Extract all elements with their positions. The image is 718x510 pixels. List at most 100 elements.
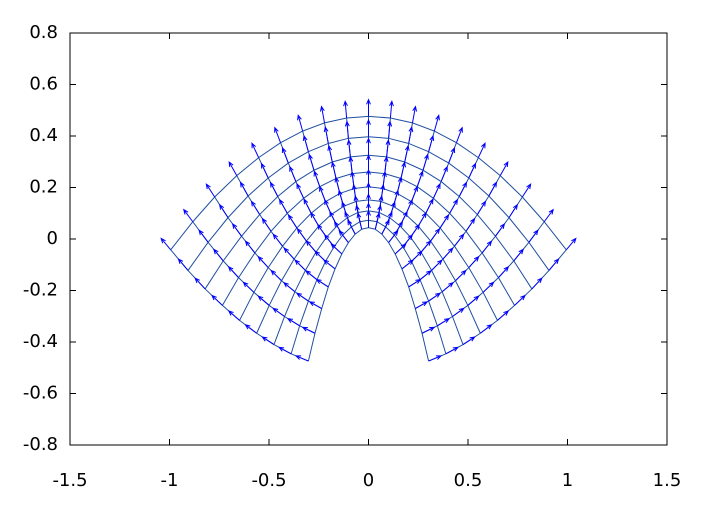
mesh-spoke (258, 157, 336, 270)
arrow (476, 200, 487, 215)
x-tick-label: 1.5 (653, 470, 682, 491)
arrow (432, 182, 441, 199)
arrow (508, 203, 518, 218)
arrow (260, 162, 269, 179)
arrow (428, 134, 435, 152)
arrow (408, 125, 414, 144)
arrow (366, 154, 371, 173)
arrow (389, 100, 394, 119)
arrow (430, 227, 441, 242)
arrow (528, 229, 539, 243)
arrow (514, 294, 526, 306)
arrow (305, 239, 317, 253)
arrow (400, 161, 406, 179)
arrow (344, 120, 350, 139)
mesh-spoke (401, 157, 479, 270)
arrow (286, 317, 300, 327)
arrow (425, 198, 434, 214)
arrow (405, 198, 413, 215)
arrow (322, 259, 336, 270)
x-tick-label: 0.5 (454, 470, 483, 491)
arrow (269, 181, 279, 197)
arrow (294, 355, 309, 362)
arrow (251, 142, 260, 158)
arrow (422, 153, 429, 171)
arrow (319, 185, 326, 202)
arrow (449, 198, 459, 214)
x-tick-label: 0 (363, 470, 374, 491)
arrow (205, 183, 216, 198)
arrow (283, 247, 295, 260)
y-tick-label: -0.4 (23, 331, 58, 352)
arrow (495, 222, 506, 237)
arrow (270, 269, 282, 282)
arrow (272, 233, 283, 247)
arrow (419, 270, 433, 281)
arrow (521, 183, 532, 198)
arrow (437, 317, 451, 327)
mesh-ring (307, 227, 430, 362)
arrow (287, 214, 298, 229)
arrow (497, 310, 510, 321)
arrow (415, 301, 429, 309)
arrow (421, 326, 436, 334)
arrow (303, 198, 312, 214)
mesh-ring (273, 210, 464, 345)
arrow (366, 137, 371, 156)
y-tick-label: 0 (47, 228, 58, 249)
arrow (261, 217, 272, 232)
arrow (445, 346, 459, 355)
arrow (261, 336, 275, 345)
arrow (385, 139, 391, 157)
arrow (228, 160, 238, 176)
mesh-spoke (381, 122, 413, 235)
arrow (499, 160, 509, 176)
arrow (396, 176, 403, 194)
x-tick-label: 1 (562, 470, 573, 491)
arrow (296, 182, 305, 199)
arrow (227, 310, 240, 321)
arrow (428, 292, 442, 302)
arrow (327, 144, 333, 163)
arrow (482, 281, 495, 293)
arrow (308, 301, 322, 309)
arrow (411, 105, 418, 123)
arrow (417, 211, 427, 227)
arrow (420, 239, 432, 253)
arrow (289, 165, 297, 182)
arrow (565, 237, 577, 251)
arrow (440, 165, 448, 182)
arrow (239, 181, 249, 197)
arrow (297, 114, 304, 132)
arrow (257, 295, 270, 306)
arrow (194, 277, 206, 290)
arrow (404, 144, 410, 163)
x-tick-label: -0.5 (251, 470, 286, 491)
arrow (219, 203, 229, 218)
arrow (281, 146, 289, 164)
arrow (257, 255, 269, 268)
arrow (346, 139, 352, 157)
axes-box (69, 32, 668, 446)
arrow (227, 265, 239, 278)
arrow (366, 168, 371, 187)
y-tick-label: -0.6 (23, 383, 58, 404)
arrow (462, 336, 476, 345)
arrow (211, 294, 223, 306)
y-tick-label: -0.8 (23, 434, 58, 455)
arrow (295, 292, 309, 302)
arrow (452, 307, 465, 317)
arrow (488, 181, 498, 197)
arrow (278, 198, 288, 214)
arrow (387, 120, 393, 139)
arrow (465, 217, 476, 232)
arrow (442, 247, 454, 260)
arrow (454, 233, 465, 247)
arrow (468, 162, 477, 179)
arrow (382, 170, 387, 189)
arrow (481, 240, 493, 254)
arrow (308, 153, 315, 171)
arrow (313, 170, 321, 187)
arrow (244, 240, 256, 254)
